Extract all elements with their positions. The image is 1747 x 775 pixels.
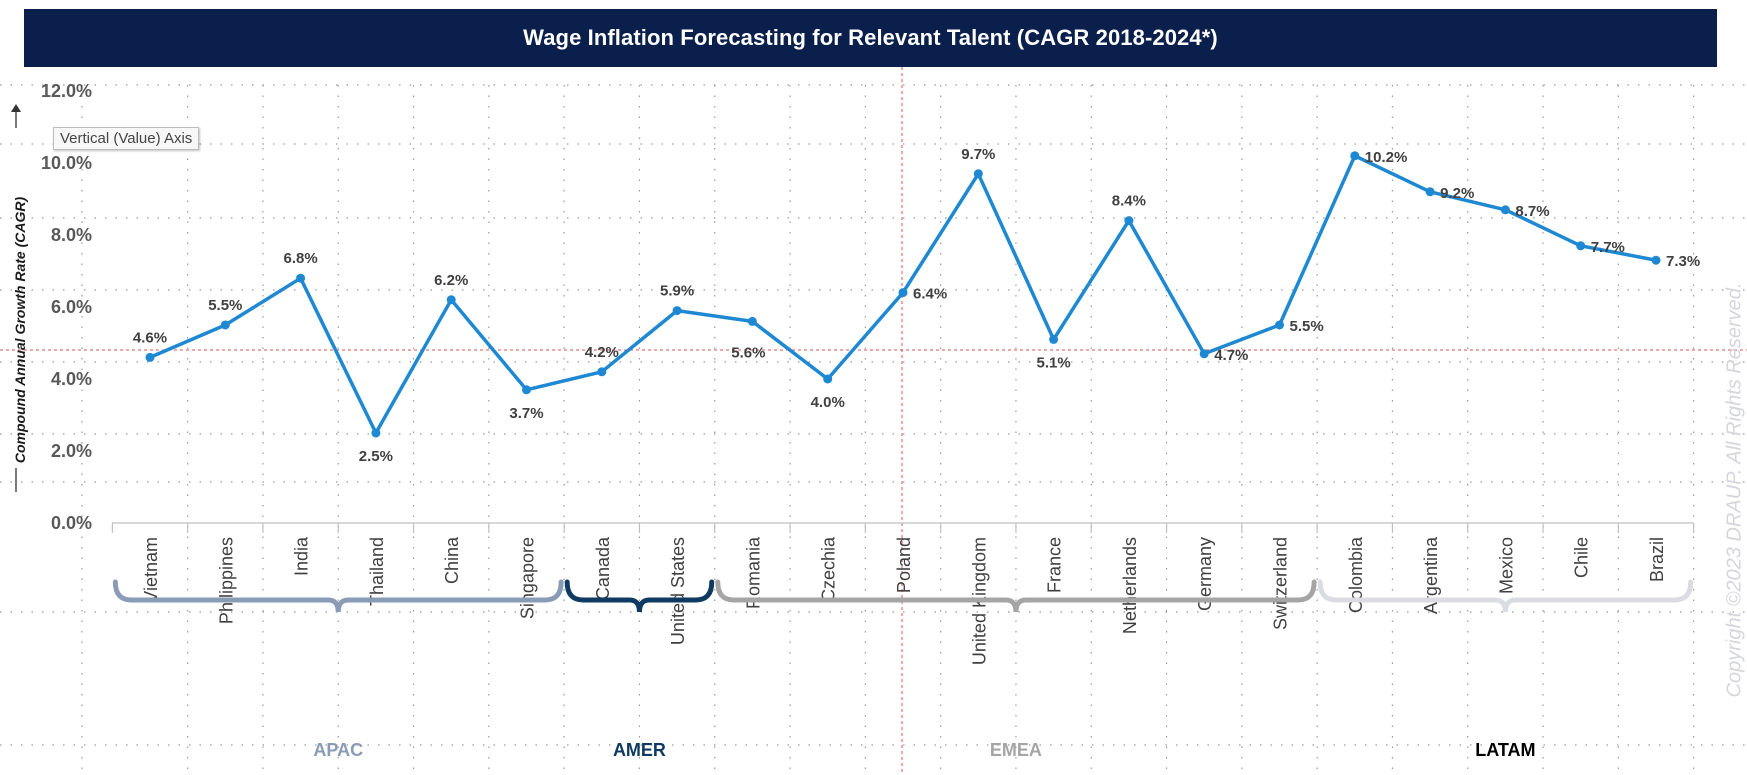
- data-label: 5.5%: [1290, 318, 1324, 335]
- data-point: [597, 367, 607, 377]
- data-point: [1651, 255, 1661, 265]
- y-tick-label: 10.0%: [41, 153, 92, 173]
- category-label: Brazil: [1647, 537, 1667, 582]
- category-label: Canada: [593, 536, 613, 600]
- data-point: [1049, 334, 1059, 344]
- region-bracket: [715, 579, 1317, 613]
- data-point: [522, 385, 531, 395]
- region-bracket: [564, 579, 715, 613]
- data-point: [898, 288, 908, 298]
- category-label: Chile: [1572, 537, 1592, 578]
- data-label: 5.1%: [1036, 354, 1070, 371]
- category-label: Colombia: [1346, 536, 1366, 613]
- data-point: [1124, 216, 1134, 226]
- data-label: 8.7%: [1515, 203, 1549, 220]
- category-label: Vietnam: [141, 537, 161, 603]
- category-label: Poland: [894, 537, 914, 593]
- category-label: Thailand: [367, 537, 387, 606]
- data-point: [296, 273, 306, 283]
- region-label: APAC: [313, 740, 364, 760]
- data-label: 8.4%: [1112, 193, 1146, 210]
- data-point: [1425, 187, 1435, 197]
- y-tick-label: 6.0%: [51, 297, 92, 317]
- y-axis-arrow-head: [11, 104, 21, 112]
- data-label: 4.0%: [811, 394, 845, 411]
- data-label: 4.2%: [585, 344, 619, 361]
- data-label: 3.7%: [509, 405, 543, 422]
- category-label: Singapore: [518, 537, 538, 619]
- chart-title: Wage Inflation Forecasting for Relevant …: [523, 25, 1218, 50]
- data-label: 9.7%: [961, 146, 995, 163]
- data-point: [220, 320, 230, 330]
- data-label: 5.5%: [208, 297, 242, 314]
- category-label: Netherlands: [1120, 537, 1140, 634]
- data-label: 9.2%: [1440, 185, 1474, 202]
- data-point: [371, 428, 381, 438]
- data-point: [823, 374, 833, 384]
- data-point: [1350, 151, 1360, 161]
- data-label: 4.7%: [1214, 347, 1248, 364]
- chart-title-bar: Wage Inflation Forecasting for Relevant …: [24, 9, 1717, 67]
- data-point: [672, 306, 682, 316]
- category-label: Romania: [743, 536, 763, 609]
- data-label: 6.4%: [913, 286, 947, 303]
- category-label: France: [1045, 537, 1065, 593]
- category-label: Mexico: [1496, 537, 1516, 594]
- category-label: Czechia: [819, 536, 839, 602]
- data-point: [973, 169, 983, 179]
- data-point: [145, 352, 155, 362]
- data-label: 7.3%: [1666, 253, 1700, 270]
- data-point: [1275, 320, 1284, 330]
- data-point: [446, 295, 456, 305]
- region-bracket: [112, 579, 564, 613]
- y-tick-label: 12.0%: [41, 81, 92, 101]
- category-label: China: [442, 536, 462, 584]
- copyright-watermark: Copyright ©2023 DRAUP. All Rights Reserv…: [1723, 282, 1746, 698]
- region-label: LATAM: [1475, 740, 1536, 760]
- y-tick-label: 4.0%: [51, 369, 92, 389]
- data-label: 6.2%: [434, 272, 468, 289]
- region-label: EMEA: [989, 740, 1042, 760]
- category-label: Argentina: [1421, 536, 1441, 614]
- data-point: [747, 316, 757, 326]
- data-point: [1199, 349, 1209, 359]
- y-tick-label: 2.0%: [51, 441, 92, 461]
- data-label: 7.7%: [1591, 239, 1625, 256]
- category-label: United States: [668, 537, 688, 645]
- data-label: 10.2%: [1365, 149, 1408, 166]
- data-label: 5.6%: [731, 344, 765, 361]
- data-label: 4.6%: [133, 329, 167, 346]
- category-label: Germany: [1195, 537, 1215, 611]
- y-tick-label: 8.0%: [51, 225, 92, 245]
- category-label: Switzerland: [1271, 537, 1291, 630]
- data-point: [1500, 205, 1510, 215]
- region-bracket: [1317, 579, 1694, 613]
- data-label: 2.5%: [359, 448, 393, 465]
- region-label: AMER: [612, 740, 666, 760]
- y-axis-title: Compound Annual Growth Rate (CAGR): [12, 197, 28, 464]
- data-label: 6.8%: [283, 250, 317, 267]
- data-point: [1576, 241, 1586, 251]
- y-tick-label: 0.0%: [51, 513, 92, 533]
- category-label: India: [292, 536, 312, 576]
- data-label: 5.9%: [660, 283, 694, 300]
- axis-tooltip: Vertical (Value) Axis: [53, 127, 200, 150]
- category-label: Philippines: [216, 537, 236, 624]
